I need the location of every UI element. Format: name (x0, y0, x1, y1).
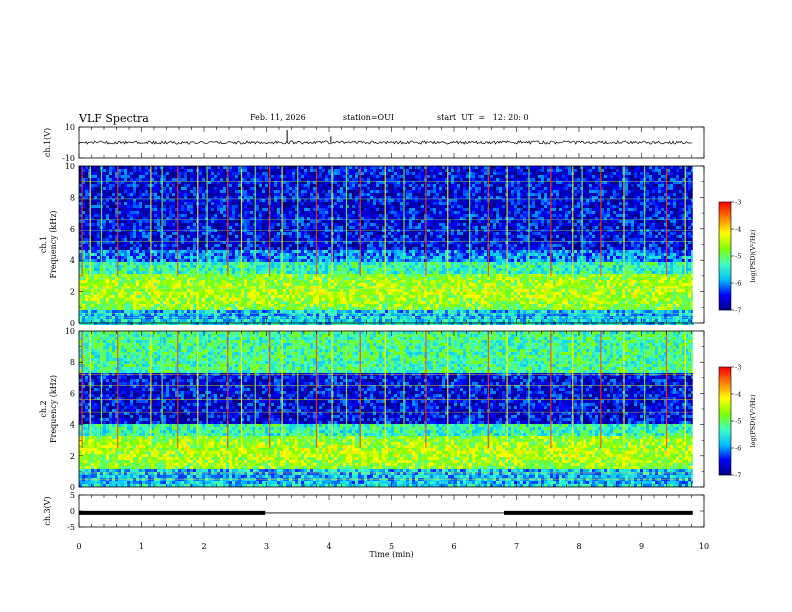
ch1-ylabel: ch.1(V) (43, 128, 52, 157)
spectrogram-ch2-ytick-label: 8 (70, 358, 75, 367)
x-tick-label: 5 (389, 542, 394, 551)
ch1-waveform-trace (78, 140, 693, 145)
colorbar-tick-label: -5 (735, 253, 741, 261)
x-tick-label: 10 (699, 542, 709, 551)
colorbar-tick-label: -7 (735, 307, 741, 315)
colorbar-tick-label: -6 (735, 445, 741, 453)
spectrogram-ch1-ytick-label: 6 (70, 225, 75, 234)
spectrogram-ch1-ylabel: ch.1 (39, 236, 48, 253)
header-start-time: start UT = 12: 20: 0 (437, 113, 529, 122)
colorbar-tick-label: -4 (735, 391, 741, 399)
colorbar-tick-label: -6 (735, 280, 741, 288)
x-axis-label: Time (min) (369, 550, 413, 559)
spectrogram-ch2-image (79, 331, 694, 487)
spectrogram-ch2-blank (692, 331, 704, 487)
ch1-ytick-label: 10 (65, 123, 75, 132)
spectrogram-ch1-ytick-label: 0 (70, 319, 75, 328)
x-tick-label: 8 (576, 542, 581, 551)
ch3-ytick-label: 5 (70, 491, 75, 500)
spectrogram-ch2-ytick-label: 2 (70, 452, 75, 461)
spectrogram-ch1-image (79, 166, 694, 325)
spectrogram-ch1-ytick-label: 4 (70, 256, 75, 265)
spectrogram-ch2-ytick-label: 10 (65, 327, 75, 336)
spectrogram-ch2-ytick-label: 6 (70, 389, 75, 398)
ch3-ylabel: ch.3(V) (43, 496, 52, 525)
spectrogram-ch2-ylabel: ch.2 (39, 400, 48, 417)
chart-title: VLF Spectra (79, 112, 149, 125)
x-tick-label: 4 (326, 542, 331, 551)
spectrogram-ch1-colorbar (719, 202, 731, 311)
x-tick-label: 2 (201, 542, 206, 551)
colorbar-tick-label: -7 (735, 472, 741, 480)
x-tick-label: 9 (639, 542, 644, 551)
x-tick-label: 6 (451, 542, 456, 551)
spectrogram-ch1-ytick-label: 8 (70, 193, 75, 202)
colorbar-tick-label: -3 (735, 364, 741, 372)
x-tick-label: 0 (76, 542, 81, 551)
ch3-ytick-label: -5 (67, 523, 75, 532)
spectrogram-ch1-ytick-label: 2 (70, 288, 75, 297)
x-tick-label: 1 (139, 542, 144, 551)
spectrogram-ch2-colorbar (719, 367, 731, 476)
spectrogram-ch1-ytick-label: 10 (65, 162, 75, 171)
spectrogram-ch2-ytick-label: 0 (70, 483, 75, 492)
spectrogram-ch2-ylabel2: Frequency (kHz) (49, 375, 58, 443)
spectrogram-ch2-ytick-label: 4 (70, 421, 75, 430)
colorbar-label: log(PSD)(V²/Hz) (749, 229, 757, 282)
header-station: station=OUI (343, 113, 394, 122)
colorbar-tick-label: -3 (735, 199, 741, 207)
colorbar-tick-label: -4 (735, 226, 741, 234)
colorbar-label: log(PSD)(V²/Hz) (749, 394, 757, 447)
colorbar-tick-label: -5 (735, 418, 741, 426)
ch1-ytick-label: -10 (62, 154, 75, 163)
x-tick-label: 3 (264, 542, 269, 551)
x-tick-label: 7 (514, 542, 519, 551)
spectrogram-ch1-ylabel2: Frequency (kHz) (49, 210, 58, 278)
spectrogram-ch1-blank (692, 166, 704, 323)
ch3-ytick-label: 0 (70, 507, 75, 516)
header-date: Feb. 11, 2026 (250, 113, 306, 122)
